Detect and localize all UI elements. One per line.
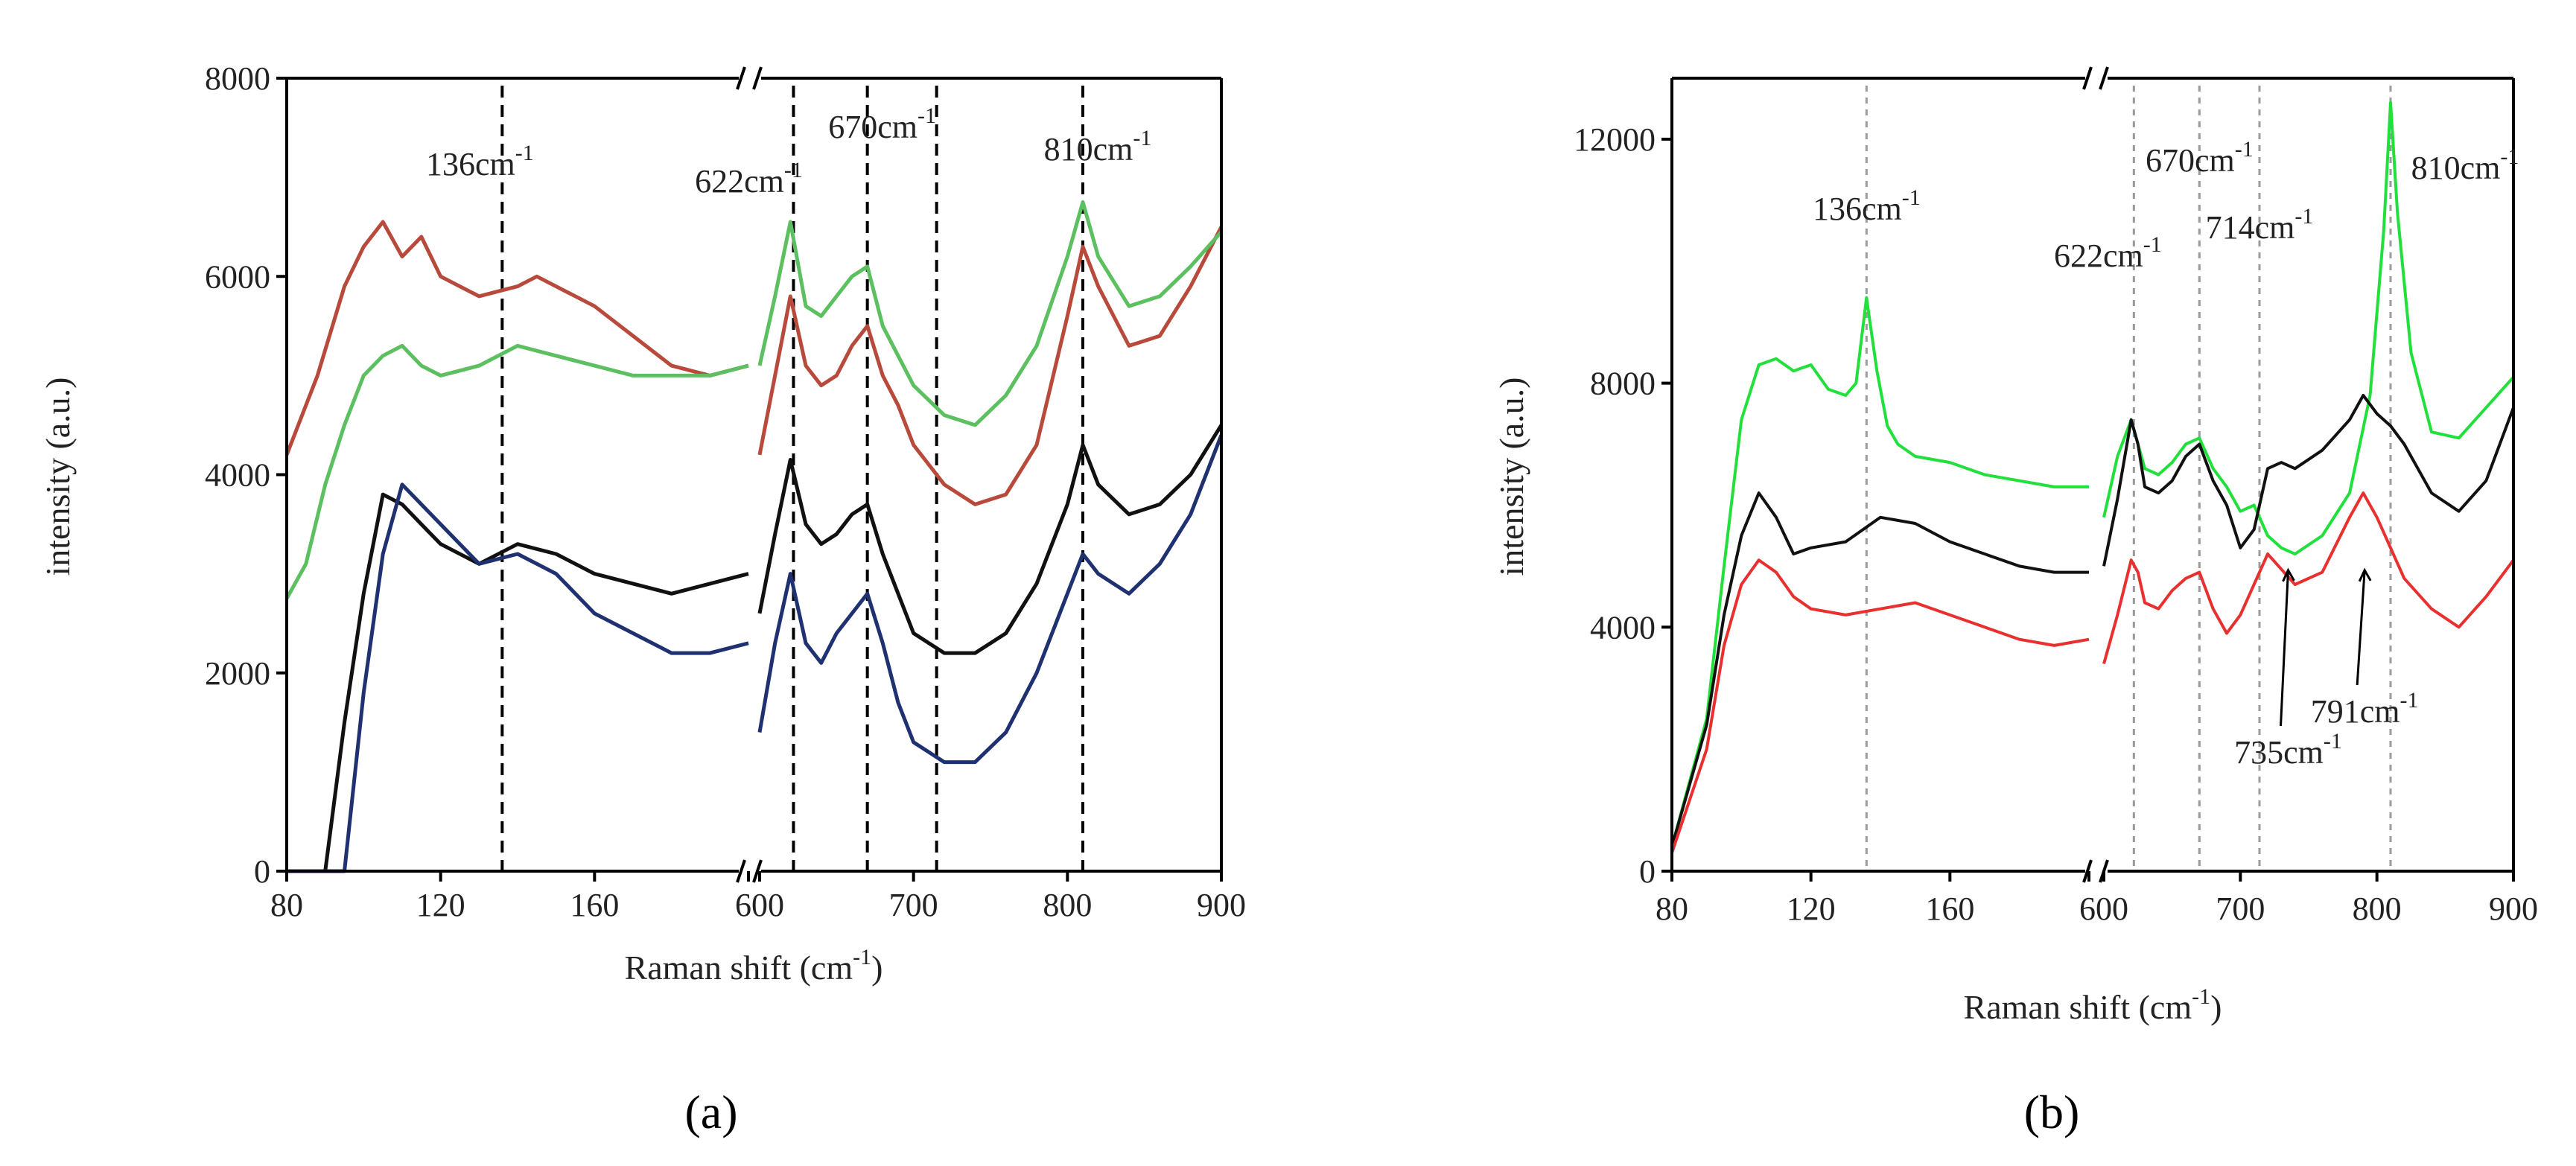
panel-a-x-tick-label: 800 bbox=[1043, 887, 1092, 923]
panel-b-peak-annotation: 136cm-1 bbox=[1813, 185, 1921, 227]
panel-b-annotations: 136cm-1 622cm-1 670cm-1 714cm-1 810cm-1 735cm… bbox=[1813, 137, 2519, 771]
panel-a-y-tick-label: 4000 bbox=[205, 457, 270, 494]
panel-b-x-axis-title: Raman shift (cm-1) bbox=[1964, 984, 2222, 1026]
panel-a-series-black bbox=[287, 492, 749, 873]
panel-b-x-tick-label: 600 bbox=[2079, 891, 2128, 927]
panel-b-series-black bbox=[2102, 394, 2515, 567]
panel-a-y-tick-label: 6000 bbox=[205, 258, 270, 295]
panel-b-x-tick-label: 900 bbox=[2489, 891, 2538, 927]
panel-b-x-tick-label: 160 bbox=[1925, 891, 1974, 927]
panel-a-series-red bbox=[757, 226, 1224, 506]
panel-a-peak-annotation: 810cm-1 bbox=[1044, 126, 1152, 168]
panel-b-peak-annotation: 791cm-1 bbox=[2311, 688, 2419, 730]
panel-b-y-ticks: 0 4000 8000 12000 bbox=[1574, 121, 1672, 890]
panel-b-peak-annotation: 714cm-1 bbox=[2206, 204, 2314, 246]
panel-b-series-red bbox=[2102, 491, 2515, 665]
panel-a-peak-annotation: 670cm-1 bbox=[828, 103, 936, 145]
panel-b-label: (b) bbox=[2024, 1086, 2080, 1138]
panel-b-plot-area bbox=[1670, 86, 2515, 871]
panel-b-annotation-arrow bbox=[2356, 567, 2372, 686]
panel-a-x-tick-label: 700 bbox=[889, 887, 938, 923]
panel-b-annotation-arrow bbox=[2280, 567, 2295, 727]
panel-b-x-tick-label: 800 bbox=[2353, 891, 2402, 927]
panel-b-series-green bbox=[1670, 296, 2089, 847]
panel-b-y-tick-label: 8000 bbox=[1590, 366, 1656, 402]
panel-b-peak-annotation: 622cm-1 bbox=[2054, 232, 2162, 274]
panel-b-peak-annotation: 735cm-1 bbox=[2234, 729, 2342, 771]
panel-a-series-blue bbox=[287, 482, 749, 873]
panel-b-y-tick-label: 0 bbox=[1639, 853, 1656, 890]
panel-a-y-tick-label: 8000 bbox=[205, 60, 270, 97]
panel-a-annotations: 136cm-1 622cm-1 670cm-1 810cm-1 bbox=[426, 103, 1151, 200]
panel-b-y-tick-label: 4000 bbox=[1590, 609, 1656, 646]
panel-b-y-tick-label: 12000 bbox=[1574, 121, 1656, 158]
panel-b-chart: 0 4000 8000 12000 80 120 160 600 700 800 900 136c… bbox=[1492, 66, 2538, 1138]
panel-b-peak-annotation: 670cm-1 bbox=[2146, 137, 2254, 179]
panel-a-y-tick-label: 2000 bbox=[205, 655, 270, 692]
panel-a-series-green bbox=[284, 343, 749, 600]
panel-b-series-red bbox=[1670, 558, 2090, 854]
panel-a-axis-break-bottom bbox=[736, 859, 763, 883]
panel-a-x-tick-label: 80 bbox=[270, 887, 303, 923]
panel-a-series-blue bbox=[757, 434, 1224, 765]
panel-b-axis-break-top bbox=[2082, 66, 2109, 90]
panel-a-x-axis-title: Raman shift (cm-1) bbox=[625, 945, 883, 987]
panel-a-chart: 0 2000 4000 6000 8000 80 120 160 600 700 800 900 1… bbox=[39, 60, 1246, 1138]
panel-a-y-tick-label: 0 bbox=[254, 853, 270, 890]
panel-b-peak-annotation: 810cm-1 bbox=[2411, 144, 2519, 186]
panel-a-x-tick-label: 120 bbox=[416, 887, 465, 923]
panel-a-x-tick-label: 900 bbox=[1197, 887, 1246, 923]
panel-a-label: (a) bbox=[684, 1086, 737, 1138]
panel-b-x-ticks: 80 120 160 600 700 800 900 bbox=[1656, 871, 2538, 927]
panel-b-x-tick-label: 700 bbox=[2216, 891, 2265, 927]
panel-a-plot-area bbox=[284, 86, 1224, 873]
panel-a-series-red bbox=[284, 220, 749, 456]
panel-a-x-tick-label: 160 bbox=[570, 887, 619, 923]
panel-b-series-green bbox=[2102, 101, 2515, 555]
panel-b-x-tick-label: 80 bbox=[1656, 891, 1688, 927]
panel-a-x-tick-label: 600 bbox=[735, 887, 784, 923]
panel-a-series-black bbox=[757, 424, 1224, 655]
panel-a-peak-annotation: 622cm-1 bbox=[695, 158, 803, 200]
panel-b-x-tick-label: 120 bbox=[1787, 891, 1836, 927]
panel-a-series-green bbox=[757, 200, 1223, 427]
panel-a-peak-annotation: 136cm-1 bbox=[426, 141, 534, 182]
panel-b-y-axis-title: intensity (a.u.) bbox=[1492, 377, 1530, 576]
panel-a-y-ticks: 0 2000 4000 6000 8000 bbox=[205, 60, 287, 890]
panel-a-y-axis-title: intensity (a.u.) bbox=[39, 377, 77, 576]
panel-a-axis-break-top bbox=[736, 66, 763, 90]
panel-a-x-ticks: 80 120 160 600 700 800 900 bbox=[270, 871, 1246, 923]
panel-b-series-black bbox=[1670, 491, 2089, 847]
